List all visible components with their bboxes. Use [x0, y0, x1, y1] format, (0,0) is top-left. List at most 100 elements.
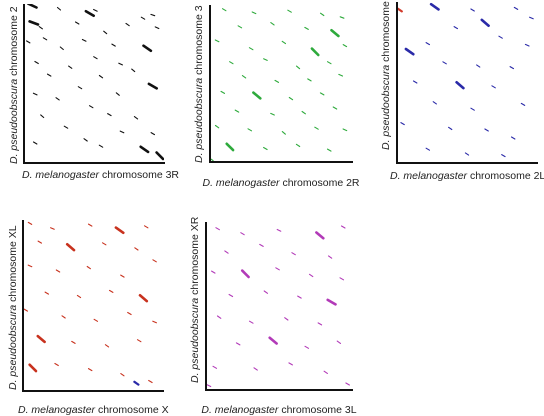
- synteny-segment: [304, 345, 310, 349]
- synteny-block: [225, 142, 235, 152]
- dotplot-area: [397, 2, 537, 162]
- synteny-segment: [76, 294, 82, 299]
- y-axis-chromosome: chromosome 4: [380, 0, 392, 62]
- synteny-segment: [520, 102, 526, 106]
- synteny-segment: [216, 315, 222, 319]
- synteny-segment: [212, 365, 218, 369]
- synteny-segment: [270, 22, 275, 26]
- synteny-segment: [270, 112, 275, 116]
- synteny-segment: [287, 9, 292, 13]
- synteny-segment: [470, 8, 475, 12]
- y-axis-line: [23, 4, 25, 163]
- synteny-block: [139, 145, 150, 154]
- synteny-block: [28, 363, 38, 373]
- synteny-segment: [338, 73, 344, 77]
- synteny-segment: [74, 21, 80, 25]
- synteny-segment: [215, 227, 220, 231]
- y-axis-label: D. pseudoobscura chromosome 4: [380, 0, 392, 150]
- synteny-segment: [46, 73, 52, 77]
- synteny-segment: [340, 225, 346, 229]
- synteny-segment: [288, 96, 294, 101]
- synteny-segment: [342, 44, 348, 48]
- synteny-block: [330, 28, 340, 38]
- synteny-segment: [319, 92, 325, 96]
- synteny-segment: [295, 143, 301, 148]
- synteny-block: [480, 18, 490, 28]
- synteny-segment: [59, 46, 64, 51]
- synteny-segment: [304, 26, 309, 30]
- synteny-segment: [339, 16, 345, 19]
- synteny-segment: [150, 132, 156, 136]
- synteny-segment: [214, 39, 220, 43]
- y-axis-species: D. pseudoobscura: [8, 78, 20, 164]
- synteny-segment: [61, 315, 66, 319]
- synteny-segment: [206, 384, 212, 388]
- accent-segment: [133, 380, 140, 386]
- synteny-segment: [40, 114, 45, 119]
- synteny-block: [310, 47, 320, 57]
- synteny-segment: [127, 311, 132, 316]
- x-axis-chromosome: chromosome 3L: [281, 404, 357, 416]
- synteny-segment: [263, 58, 268, 61]
- synteny-segment: [34, 60, 39, 65]
- x-axis-species: D. melanogaster: [390, 170, 468, 182]
- synteny-segment: [68, 65, 73, 69]
- dotplot-area: [210, 5, 352, 161]
- synteny-segment: [237, 25, 243, 29]
- y-axis-chromosome: chromosome 3: [193, 5, 205, 75]
- synteny-segment: [301, 110, 306, 115]
- synteny-segment: [263, 290, 269, 294]
- synteny-block: [155, 151, 164, 161]
- y-axis-label: D. pseudoobscura chromosome XR: [189, 217, 201, 383]
- synteny-segment: [253, 367, 258, 371]
- synteny-segment: [240, 232, 245, 236]
- synteny-segment: [143, 225, 149, 229]
- y-axis-label: D. pseudoobscura chromosome 3: [193, 5, 205, 163]
- synteny-segment: [319, 12, 325, 17]
- synteny-segment: [529, 16, 534, 20]
- synteny-segment: [524, 43, 530, 47]
- y-axis-chromosome: chromosome XL: [7, 225, 19, 302]
- synteny-segment: [470, 107, 475, 111]
- synteny-segment: [108, 289, 114, 293]
- synteny-segment: [317, 322, 323, 326]
- synteny-segment: [93, 8, 98, 12]
- synteny-segment: [27, 221, 33, 225]
- synteny-segment: [281, 131, 286, 135]
- synteny-segment: [284, 317, 289, 321]
- x-axis-species: D. melanogaster: [22, 169, 100, 181]
- synteny-segment: [332, 106, 338, 110]
- synteny-segment: [314, 126, 319, 130]
- x-axis-label: D. melanogaster chromosome X: [18, 404, 169, 416]
- synteny-segment: [513, 6, 519, 10]
- synteny-segment: [276, 228, 282, 232]
- synteny-segment: [50, 227, 55, 230]
- synteny-segment: [326, 61, 332, 65]
- synteny-segment: [55, 97, 60, 101]
- synteny-segment: [103, 30, 108, 35]
- synteny-segment: [342, 128, 348, 132]
- x-axis-species: D. melanogaster: [202, 177, 280, 189]
- synteny-segment: [295, 65, 301, 70]
- dotplot-svg: [210, 8, 348, 161]
- synteny-segment: [291, 252, 296, 256]
- synteny-segment: [56, 6, 62, 11]
- synteny-segment: [498, 35, 503, 39]
- synteny-segment: [425, 42, 431, 46]
- x-axis-line: [205, 389, 353, 391]
- synteny-segment: [229, 61, 234, 65]
- synteny-segment: [400, 122, 405, 126]
- synteny-block: [240, 269, 250, 279]
- y-axis-species: D. pseudoobscura: [7, 304, 19, 390]
- dotplot-svg: [397, 2, 534, 158]
- synteny-segment: [248, 47, 254, 51]
- x-axis-line: [22, 390, 164, 392]
- synteny-segment: [98, 144, 104, 148]
- synteny-segment: [235, 342, 241, 346]
- x-axis-label: D. melanogaster chromosome 2L: [390, 170, 544, 182]
- synteny-segment: [88, 105, 94, 109]
- synteny-block: [142, 44, 153, 53]
- synteny-segment: [221, 8, 227, 12]
- synteny-segment: [275, 267, 280, 271]
- synteny-segment: [83, 138, 88, 142]
